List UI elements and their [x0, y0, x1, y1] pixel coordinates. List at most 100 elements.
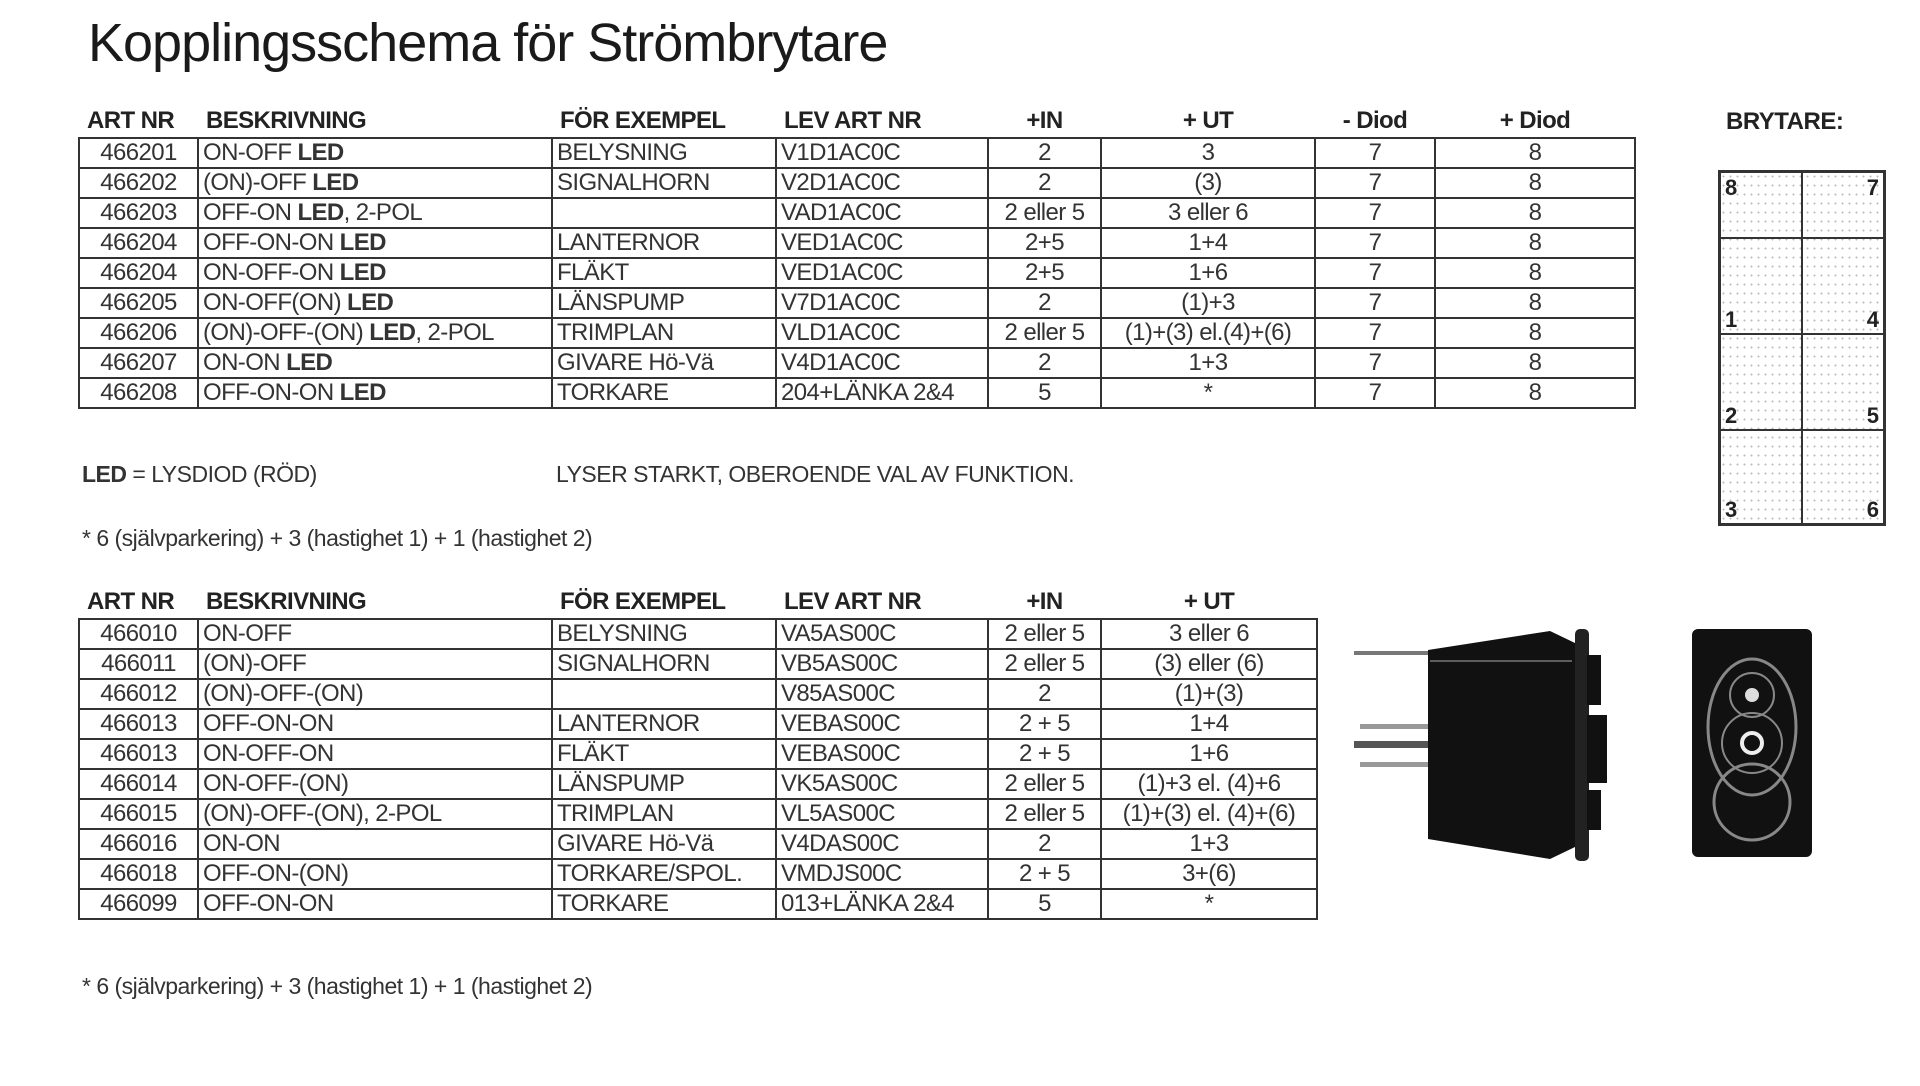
table-cell: V4DAS00C [775, 828, 989, 860]
column-header: LEV ART NR [784, 588, 922, 615]
table-header-row: ART NR BESKRIVNING FÖR EXEMPEL LEV ART NR +I… [79, 586, 1317, 619]
table-cell: LANTERNOR [551, 227, 777, 259]
standard-switch-table: ART NR BESKRIVNING FÖR EXEMPEL LEV ART NR +I… [78, 586, 1318, 920]
table-cell: VED1AC0C [775, 257, 989, 289]
table-cell: TORKARE [551, 377, 777, 409]
table-cell: SIGNALHORN [551, 167, 777, 199]
table-cell: (1)+(3) [1100, 678, 1318, 710]
brytare-label: BRYTARE: [1726, 108, 1844, 135]
table-cell: 466010 [78, 618, 199, 650]
table-cell: (ON)-OFF-(ON) [197, 678, 553, 710]
table-cell: 1+4 [1100, 227, 1316, 259]
table-cell: LANTERNOR [551, 708, 777, 740]
table-cell: VEBAS00C [775, 738, 989, 770]
table-cell: 2 + 5 [987, 858, 1102, 890]
table-cell: 2 [987, 347, 1102, 379]
table-cell: VB5AS00C [775, 648, 989, 680]
terminal-cell: 7 [1802, 172, 1884, 238]
column-header: - Diod [1342, 107, 1408, 134]
column-header: BESKRIVNING [206, 107, 367, 134]
table-cell: 466013 [78, 708, 199, 740]
terminal-cell: 6 [1802, 430, 1884, 524]
table-cell: * [1100, 377, 1316, 409]
table-cell: OFF-ON-(ON) [197, 858, 553, 890]
table-cell: OFF-ON-ON LED [197, 227, 553, 259]
table-cell: V1D1AC0C [775, 137, 989, 169]
table-cell: ON-OFF-(ON) [197, 768, 553, 800]
table-cell: 3 eller 6 [1100, 197, 1316, 229]
table-cell: 466018 [78, 858, 199, 890]
table-cell: ON-ON [197, 828, 553, 860]
led-legend: LED = LYSDIOD (RÖD) [82, 461, 317, 488]
table-cell: FLÄKT [551, 257, 777, 289]
table-cell: 1+3 [1100, 828, 1318, 860]
table-cell: 2 eller 5 [987, 768, 1102, 800]
table-row: 466013 ON-OFF-ON FLÄKT VEBAS00C 2 + 5 1+6 [78, 738, 1318, 770]
table-cell: VED1AC0C [775, 227, 989, 259]
table-cell: 7 [1314, 137, 1436, 169]
table-cell: VL5AS00C [775, 798, 989, 830]
column-header: ART NR [87, 107, 175, 134]
led-key: LED [82, 461, 127, 487]
table-cell: VAD1AC0C [775, 197, 989, 229]
terminal-cell: 5 [1802, 334, 1884, 430]
terminal-diagram: 8 7 1 4 2 5 3 6 [1718, 170, 1886, 526]
table-cell: (ON)-OFF-(ON) LED, 2-POL [197, 317, 553, 349]
table-cell: 8 [1434, 347, 1636, 379]
table-cell: 7 [1314, 227, 1436, 259]
table-row: 466015 (ON)-OFF-(ON), 2-POL TRIMPLAN VL5AS0… [78, 798, 1318, 830]
table-cell: 2 [987, 137, 1102, 169]
column-header: + UT [1183, 588, 1235, 615]
table-cell: 204+LÄNKA 2&4 [775, 377, 989, 409]
table-cell: VLD1AC0C [775, 317, 989, 349]
table-cell: (3) [1100, 167, 1316, 199]
table-cell: GIVARE Hö-Vä [551, 347, 777, 379]
table-cell: 466201 [78, 137, 199, 169]
table-cell: 8 [1434, 167, 1636, 199]
table-cell: 2 eller 5 [987, 798, 1102, 830]
table-cell: SIGNALHORN [551, 648, 777, 680]
table-cell: LÄNSPUMP [551, 287, 777, 319]
table-cell: VA5AS00C [775, 618, 989, 650]
table-cell: 2 [987, 828, 1102, 860]
terminal-cell: 3 [1720, 430, 1802, 524]
column-header: + Diod [1499, 107, 1571, 134]
table-cell: (1)+3 el. (4)+6 [1100, 768, 1318, 800]
terminal-number: 3 [1725, 497, 1738, 522]
terminal-cell: 4 [1802, 238, 1884, 334]
terminal-cell: 8 [1720, 172, 1802, 238]
table-cell: (ON)-OFF [197, 648, 553, 680]
table-cell: 7 [1314, 287, 1436, 319]
table-cell: 3+(6) [1100, 858, 1318, 890]
table-cell: 1+3 [1100, 347, 1316, 379]
table-cell: V4D1AC0C [775, 347, 989, 379]
table-cell: 7 [1314, 377, 1436, 409]
table-row: 466205 ON-OFF(ON) LED LÄNSPUMP V7D1AC0C 2 (1)… [78, 287, 1636, 319]
table-cell: V85AS00C [775, 678, 989, 710]
table-cell: TRIMPLAN [551, 317, 777, 349]
table-cell: (ON)-OFF-(ON), 2-POL [197, 798, 553, 830]
table-row: 466099 OFF-ON-ON TORKARE 013+LÄNKA 2&4 5 * [78, 888, 1318, 920]
terminal-number: 7 [1866, 175, 1879, 200]
table-row: 466202 (ON)-OFF LED SIGNALHORN V2D1AC0C 2 (3)… [78, 167, 1636, 199]
column-header: +IN [1026, 107, 1063, 134]
column-header: FÖR EXEMPEL [560, 588, 726, 615]
table-cell: 8 [1434, 197, 1636, 229]
table-cell: 7 [1314, 347, 1436, 379]
table-cell: 7 [1314, 167, 1436, 199]
table-cell: 1+6 [1100, 257, 1316, 289]
led-switch-table: ART NR BESKRIVNING FÖR EXEMPEL LEV ART NR +I… [78, 105, 1636, 409]
terminal-cell: 1 [1720, 238, 1802, 334]
terminal-number: 5 [1866, 403, 1879, 428]
table-cell: 466203 [78, 197, 199, 229]
table-cell: 466205 [78, 287, 199, 319]
table-cell: ON-OFF [197, 618, 553, 650]
table-cell: 2 [987, 678, 1102, 710]
table-cell: V7D1AC0C [775, 287, 989, 319]
table-row: 466204 OFF-ON-ON LED LANTERNOR VED1AC0C 2+5 1… [78, 227, 1636, 259]
table-cell: 466014 [78, 768, 199, 800]
table-cell: 8 [1434, 227, 1636, 259]
table-cell: OFF-ON-ON [197, 888, 553, 920]
table-cell: VK5AS00C [775, 768, 989, 800]
